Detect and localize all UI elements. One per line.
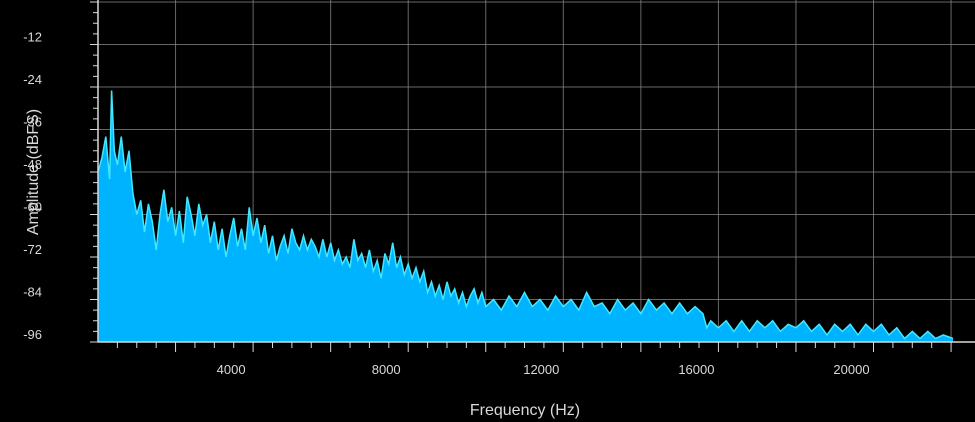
x-tick-labels: 4000 8000 12000 16000 20000	[217, 362, 870, 377]
y-tick-label: -36	[23, 115, 42, 130]
axes	[97, 0, 975, 343]
x-tick-label: 8000	[372, 362, 401, 377]
y-tick-label: -24	[23, 72, 42, 87]
y-tick-label: -72	[23, 242, 42, 257]
y-tick-label: -48	[23, 157, 42, 172]
y-tick-labels: 0 -12 -24 -36 -48 -60 -72 -84 -96	[23, 0, 42, 342]
x-tick-label: 16000	[678, 362, 714, 377]
y-tick-label: 0	[35, 0, 42, 2]
y-axis-label: Amplitude (dBFS)	[25, 109, 42, 235]
tick-marks	[90, 1, 952, 352]
y-tick-label: -60	[23, 200, 42, 215]
x-axis-label: Frequency (Hz)	[470, 402, 580, 419]
x-tick-label: 12000	[523, 362, 559, 377]
x-tick-label: 20000	[833, 362, 869, 377]
spectrum-area	[98, 90, 953, 342]
x-tick-label: 4000	[217, 362, 246, 377]
series-layer	[97, 90, 954, 342]
y-tick-label: -12	[23, 30, 42, 45]
y-tick-label: -96	[23, 327, 42, 342]
grid-lines	[98, 0, 975, 342]
y-tick-label: -84	[23, 285, 42, 300]
spectrum-line	[97, 90, 954, 340]
